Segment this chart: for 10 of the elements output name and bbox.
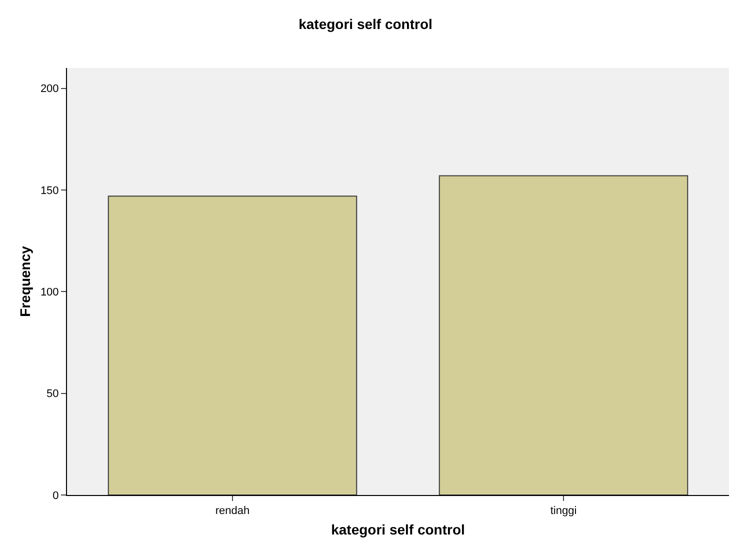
- x-axis-title: kategori self control: [331, 522, 465, 538]
- y-tick-label: 0: [52, 490, 59, 502]
- y-axis-title: Frequency: [17, 246, 34, 317]
- y-tick-label: 200: [40, 83, 59, 96]
- x-tick-label: rendah: [215, 505, 250, 518]
- y-tick-label: 150: [40, 184, 59, 197]
- x-tick-label: tinggi: [550, 505, 577, 518]
- y-tick-label: 50: [46, 388, 59, 400]
- chart-title: kategori self control: [298, 16, 432, 32]
- y-tick-label: 100: [40, 286, 59, 299]
